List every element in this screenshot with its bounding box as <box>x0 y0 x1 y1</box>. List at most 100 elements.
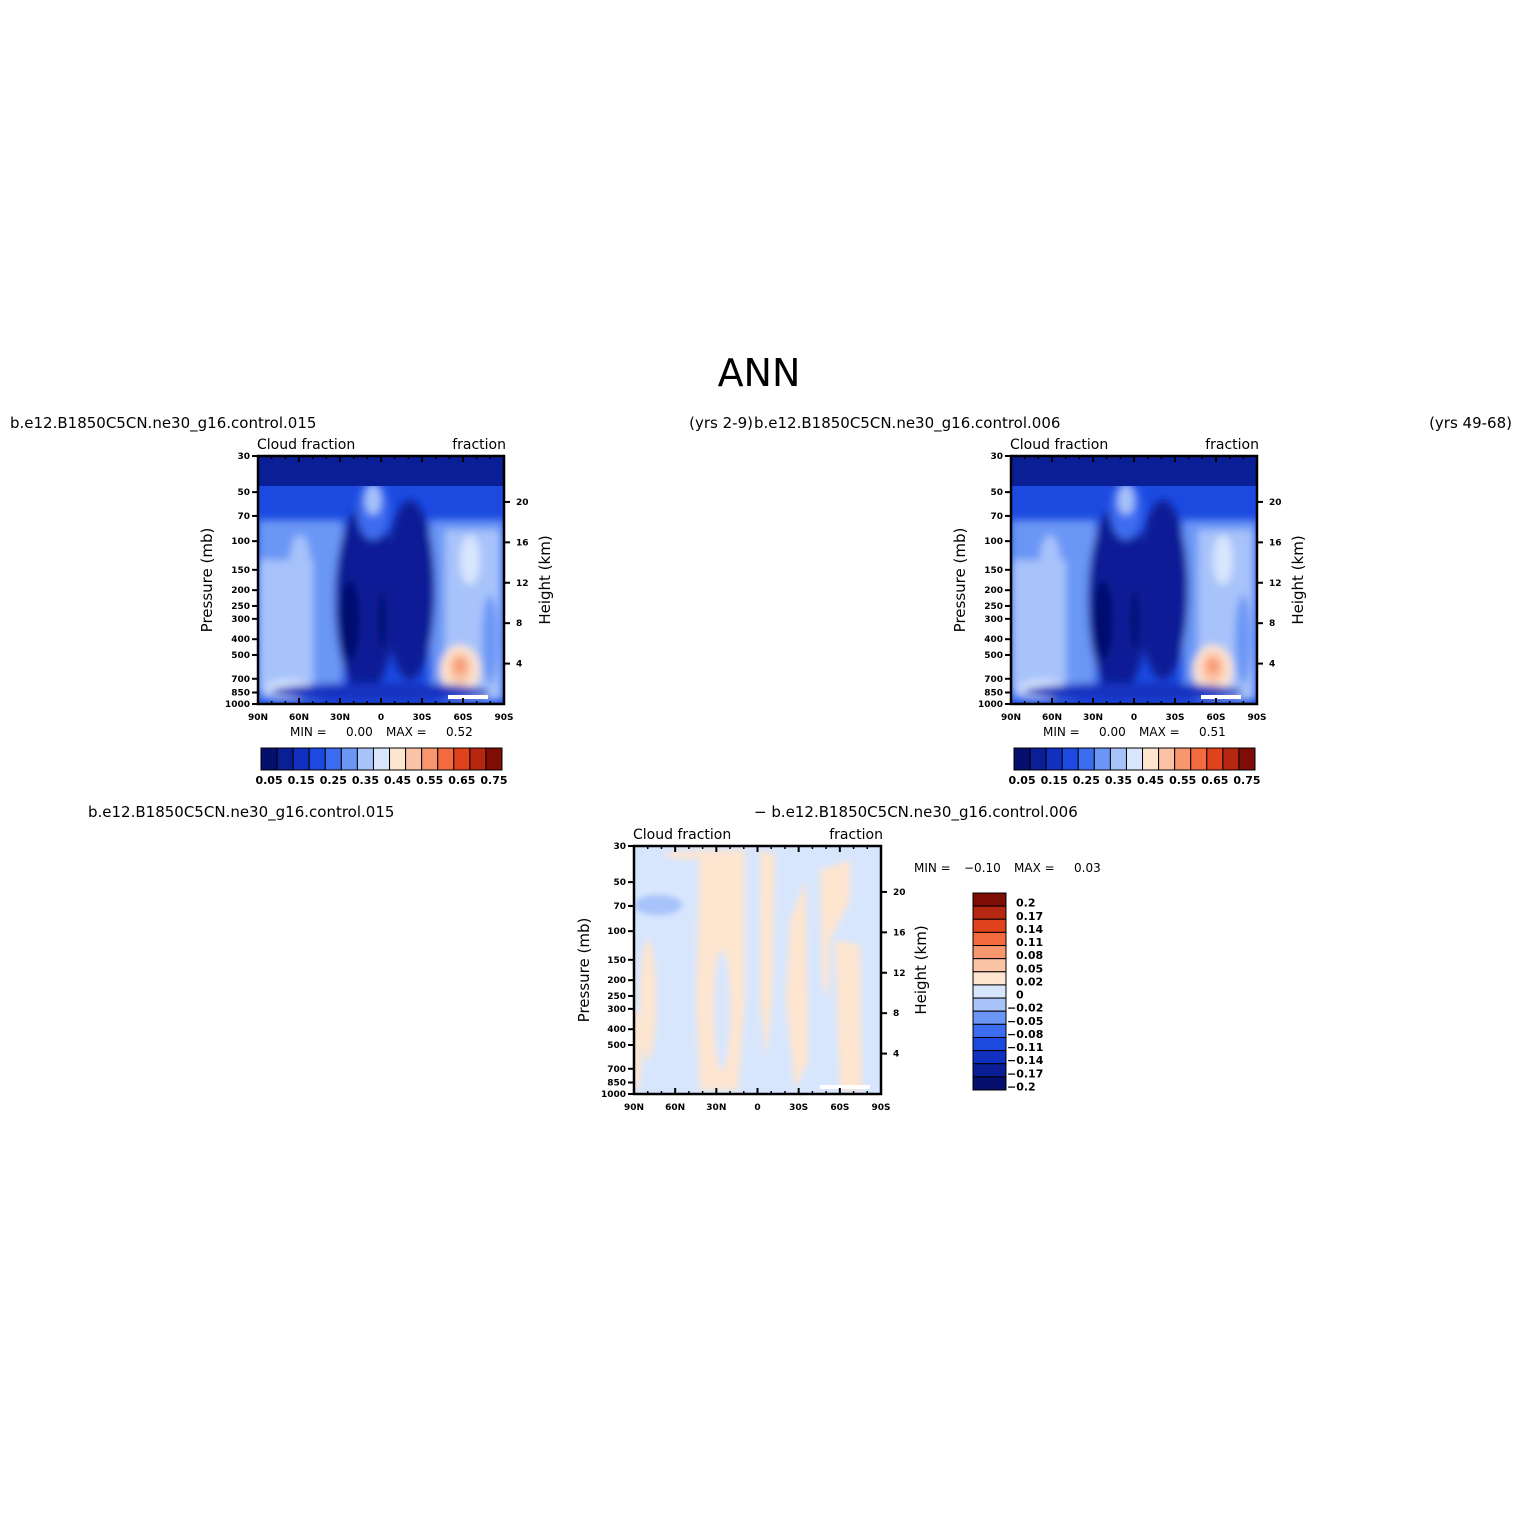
p2-colorbar-box <box>1174 747 1192 771</box>
p3-colorbar-label: 0.08 <box>1016 949 1043 962</box>
p1-colorbar-box <box>276 747 294 771</box>
p2-colorbar-box <box>1222 747 1240 771</box>
p3-xtick-label: 90N <box>624 1103 644 1113</box>
p2-xtick-label: 30N <box>1083 713 1103 723</box>
panel-difference: Cloud fraction fraction Pressure (mb) He… <box>575 827 1101 1113</box>
p1-colorbar-label: 0.45 <box>384 774 411 787</box>
p3-colorbar-label: −0.14 <box>1007 1054 1044 1067</box>
p1-ytick-label: 700 <box>231 675 250 685</box>
panel1-years: (yrs 2-9) <box>689 414 753 432</box>
p1-colorbar-box <box>372 747 391 771</box>
p3-colorbar-label: −0.08 <box>1007 1028 1043 1041</box>
p1-htick-label: 4 <box>516 660 522 670</box>
p1-colorbar-box <box>421 747 439 771</box>
panel2-case-name: b.e12.B1850C5CN.ne30_g16.control.006 <box>754 414 1060 433</box>
p1-ytick-label: 300 <box>231 615 250 625</box>
p2-colorbar-box <box>1238 747 1256 771</box>
p3-colorbar-label: 0.2 <box>1016 897 1036 910</box>
panel2-units-label: fraction <box>1205 437 1259 453</box>
panel2-min-label: MIN = <box>1043 725 1080 739</box>
p2-htick-label: 8 <box>1269 619 1275 629</box>
p1-colorbar-label: 0.55 <box>416 774 443 787</box>
p3-colorbar-box <box>972 1076 1007 1091</box>
p2-ytick-label: 70 <box>990 512 1003 522</box>
p1-ytick-label: 50 <box>237 488 250 498</box>
p3-ytick-label: 30 <box>613 842 626 852</box>
p1-xtick-label: 90S <box>494 713 513 723</box>
p1-htick-label: 20 <box>516 498 529 508</box>
p3-colorbar-box <box>972 931 1007 947</box>
p1-colorbar-box <box>340 747 358 771</box>
p1-colorbar-label: 0.65 <box>448 774 475 787</box>
panel2-height-ticks: 20 16 12 8 4 <box>1257 498 1282 670</box>
p2-colorbar-box <box>1093 747 1111 771</box>
panel1-stats: MIN = 0.00 MAX = 0.52 <box>290 725 473 739</box>
p1-ytick-label: 1000 <box>225 700 250 710</box>
panel1-height-ticks: 20 16 12 8 4 <box>504 498 529 670</box>
p1-ytick-label: 500 <box>231 651 250 661</box>
p1-xtick-label: 90N <box>248 713 268 723</box>
panel1-ylabel-right: Height (km) <box>536 535 554 624</box>
p3-ytick-label: 300 <box>607 1005 626 1015</box>
p1-colorbar-box <box>469 747 487 771</box>
p1-colorbar-box <box>308 747 326 771</box>
panel3-variable-label: Cloud fraction <box>633 827 731 843</box>
p2-colorbar-label: 0.45 <box>1137 774 1164 787</box>
p3-colorbar-label: −0.17 <box>1007 1067 1043 1080</box>
p2-colorbar-box <box>1045 747 1063 771</box>
p3-colorbar-box <box>972 958 1007 973</box>
p1-colorbar-label: 0.05 <box>255 774 282 787</box>
p2-colorbar-label: 0.15 <box>1041 774 1068 787</box>
p1-ytick-label: 30 <box>237 452 250 462</box>
p1-htick-label: 8 <box>516 619 522 629</box>
p2-xtick-label: 60S <box>1206 713 1225 723</box>
p3-xtick-label: 30N <box>706 1103 726 1113</box>
p2-colorbar-box <box>1013 747 1031 771</box>
panel1-max-label: MAX = <box>386 725 427 739</box>
panel3-min-value: −0.10 <box>964 861 1001 875</box>
diff-case-left: b.e12.B1850C5CN.ne30_g16.control.015 <box>88 803 394 822</box>
p2-colorbar-box <box>1190 747 1208 771</box>
p3-xtick-label: 0 <box>754 1103 760 1113</box>
p2-htick-label: 4 <box>1269 660 1275 670</box>
p2-colorbar-box <box>1142 747 1160 771</box>
p2-colorbar-box <box>1029 747 1047 771</box>
diff-case-right: − b.e12.B1850C5CN.ne30_g16.control.006 <box>754 803 1078 822</box>
p3-colorbar-box <box>972 1036 1007 1052</box>
panel1-case-name: b.e12.B1850C5CN.ne30_g16.control.015 <box>10 414 316 433</box>
p1-colorbar-box <box>389 747 407 771</box>
p3-ytick-label: 100 <box>607 927 626 937</box>
p3-ytick-label: 70 <box>613 902 626 912</box>
p3-ytick-label: 250 <box>607 992 626 1002</box>
p3-colorbar-label: 0 <box>1016 989 1024 1002</box>
p2-colorbar-label: 0.65 <box>1201 774 1228 787</box>
p2-ytick-label: 300 <box>984 615 1003 625</box>
p2-htick-label: 16 <box>1269 538 1282 548</box>
p1-colorbar-box <box>485 747 503 771</box>
p2-ytick-label: 150 <box>984 566 1003 576</box>
p1-xtick-label: 30S <box>412 713 431 723</box>
panel3-latitude-ticks: 90N 60N 30N 0 30S 60S 90S <box>624 846 891 1113</box>
p1-xtick-label: 60S <box>453 713 472 723</box>
p3-colorbar-box <box>972 984 1007 999</box>
p3-ytick-label: 150 <box>607 956 626 966</box>
p3-colorbar-label: 0.17 <box>1016 910 1043 923</box>
p2-ytick-label: 400 <box>984 635 1003 645</box>
panel3-colorbar: 0.20.170.140.110.080.050.020−0.02−0.05−0… <box>972 892 1044 1094</box>
panel2-contour-field <box>1011 456 1257 704</box>
p2-colorbar-box <box>1109 747 1127 771</box>
p2-ytick-label: 50 <box>990 488 1003 498</box>
p3-colorbar-box <box>972 971 1007 986</box>
p2-xtick-label: 0 <box>1131 713 1137 723</box>
p3-xtick-label: 60S <box>830 1103 849 1113</box>
p1-xtick-label: 60N <box>289 713 309 723</box>
panel1-ylabel-left: Pressure (mb) <box>198 528 216 633</box>
p3-ytick-label: 500 <box>607 1041 626 1051</box>
p1-htick-label: 16 <box>516 538 529 548</box>
p2-colorbar-box <box>1077 747 1095 771</box>
main-title: ANN <box>718 351 801 395</box>
p3-colorbar-box <box>972 1063 1007 1078</box>
p2-colorbar-label: 0.05 <box>1008 774 1035 787</box>
p3-ytick-label: 200 <box>607 976 626 986</box>
